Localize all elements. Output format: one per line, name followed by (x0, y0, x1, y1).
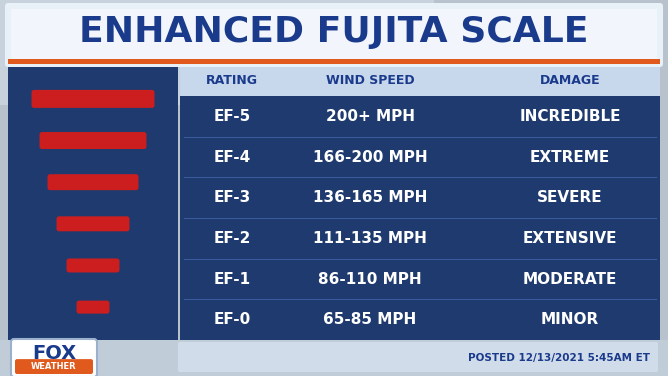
Text: INCREDIBLE: INCREDIBLE (519, 109, 621, 124)
Bar (180, 96, 660, 340)
Text: EF-5: EF-5 (213, 109, 250, 124)
Bar (0, 340, 668, 376)
Text: RATING: RATING (206, 74, 258, 88)
FancyBboxPatch shape (39, 132, 146, 149)
Text: EF-1: EF-1 (214, 271, 250, 287)
Text: EF-2: EF-2 (213, 231, 250, 246)
FancyBboxPatch shape (67, 258, 120, 273)
Text: 136-165 MPH: 136-165 MPH (313, 190, 428, 205)
Bar (11, 9, 657, 61)
Text: EF-3: EF-3 (213, 190, 250, 205)
Text: 65-85 MPH: 65-85 MPH (323, 312, 417, 327)
Text: MINOR: MINOR (541, 312, 599, 327)
Text: FOX: FOX (32, 344, 76, 363)
Text: EF-4: EF-4 (213, 150, 250, 165)
FancyBboxPatch shape (31, 90, 154, 108)
Text: POSTED 12/13/2021 5:45AM ET: POSTED 12/13/2021 5:45AM ET (468, 353, 650, 363)
Text: 166-200 MPH: 166-200 MPH (313, 150, 428, 165)
Bar (8, 66, 178, 340)
Text: WIND SPEED: WIND SPEED (326, 74, 414, 88)
FancyBboxPatch shape (11, 339, 97, 376)
Text: 200+ MPH: 200+ MPH (325, 109, 415, 124)
Text: EXTENSIVE: EXTENSIVE (523, 231, 617, 246)
Text: DAMAGE: DAMAGE (540, 74, 601, 88)
Text: 111-135 MPH: 111-135 MPH (313, 231, 427, 246)
FancyBboxPatch shape (15, 359, 93, 374)
FancyBboxPatch shape (5, 3, 663, 67)
Text: MODERATE: MODERATE (523, 271, 617, 287)
Bar (180, 66, 660, 96)
FancyBboxPatch shape (77, 301, 110, 314)
Text: ENHANCED FUJITA SCALE: ENHANCED FUJITA SCALE (79, 15, 589, 49)
Bar (0, 0, 434, 105)
FancyBboxPatch shape (47, 174, 138, 190)
FancyBboxPatch shape (178, 342, 658, 372)
Bar (8, 59, 660, 64)
Text: WEATHER: WEATHER (31, 362, 77, 371)
Text: EF-0: EF-0 (213, 312, 250, 327)
Text: EXTREME: EXTREME (530, 150, 610, 165)
Text: SEVERE: SEVERE (537, 190, 603, 205)
Text: 86-110 MPH: 86-110 MPH (318, 271, 422, 287)
FancyBboxPatch shape (57, 216, 130, 231)
